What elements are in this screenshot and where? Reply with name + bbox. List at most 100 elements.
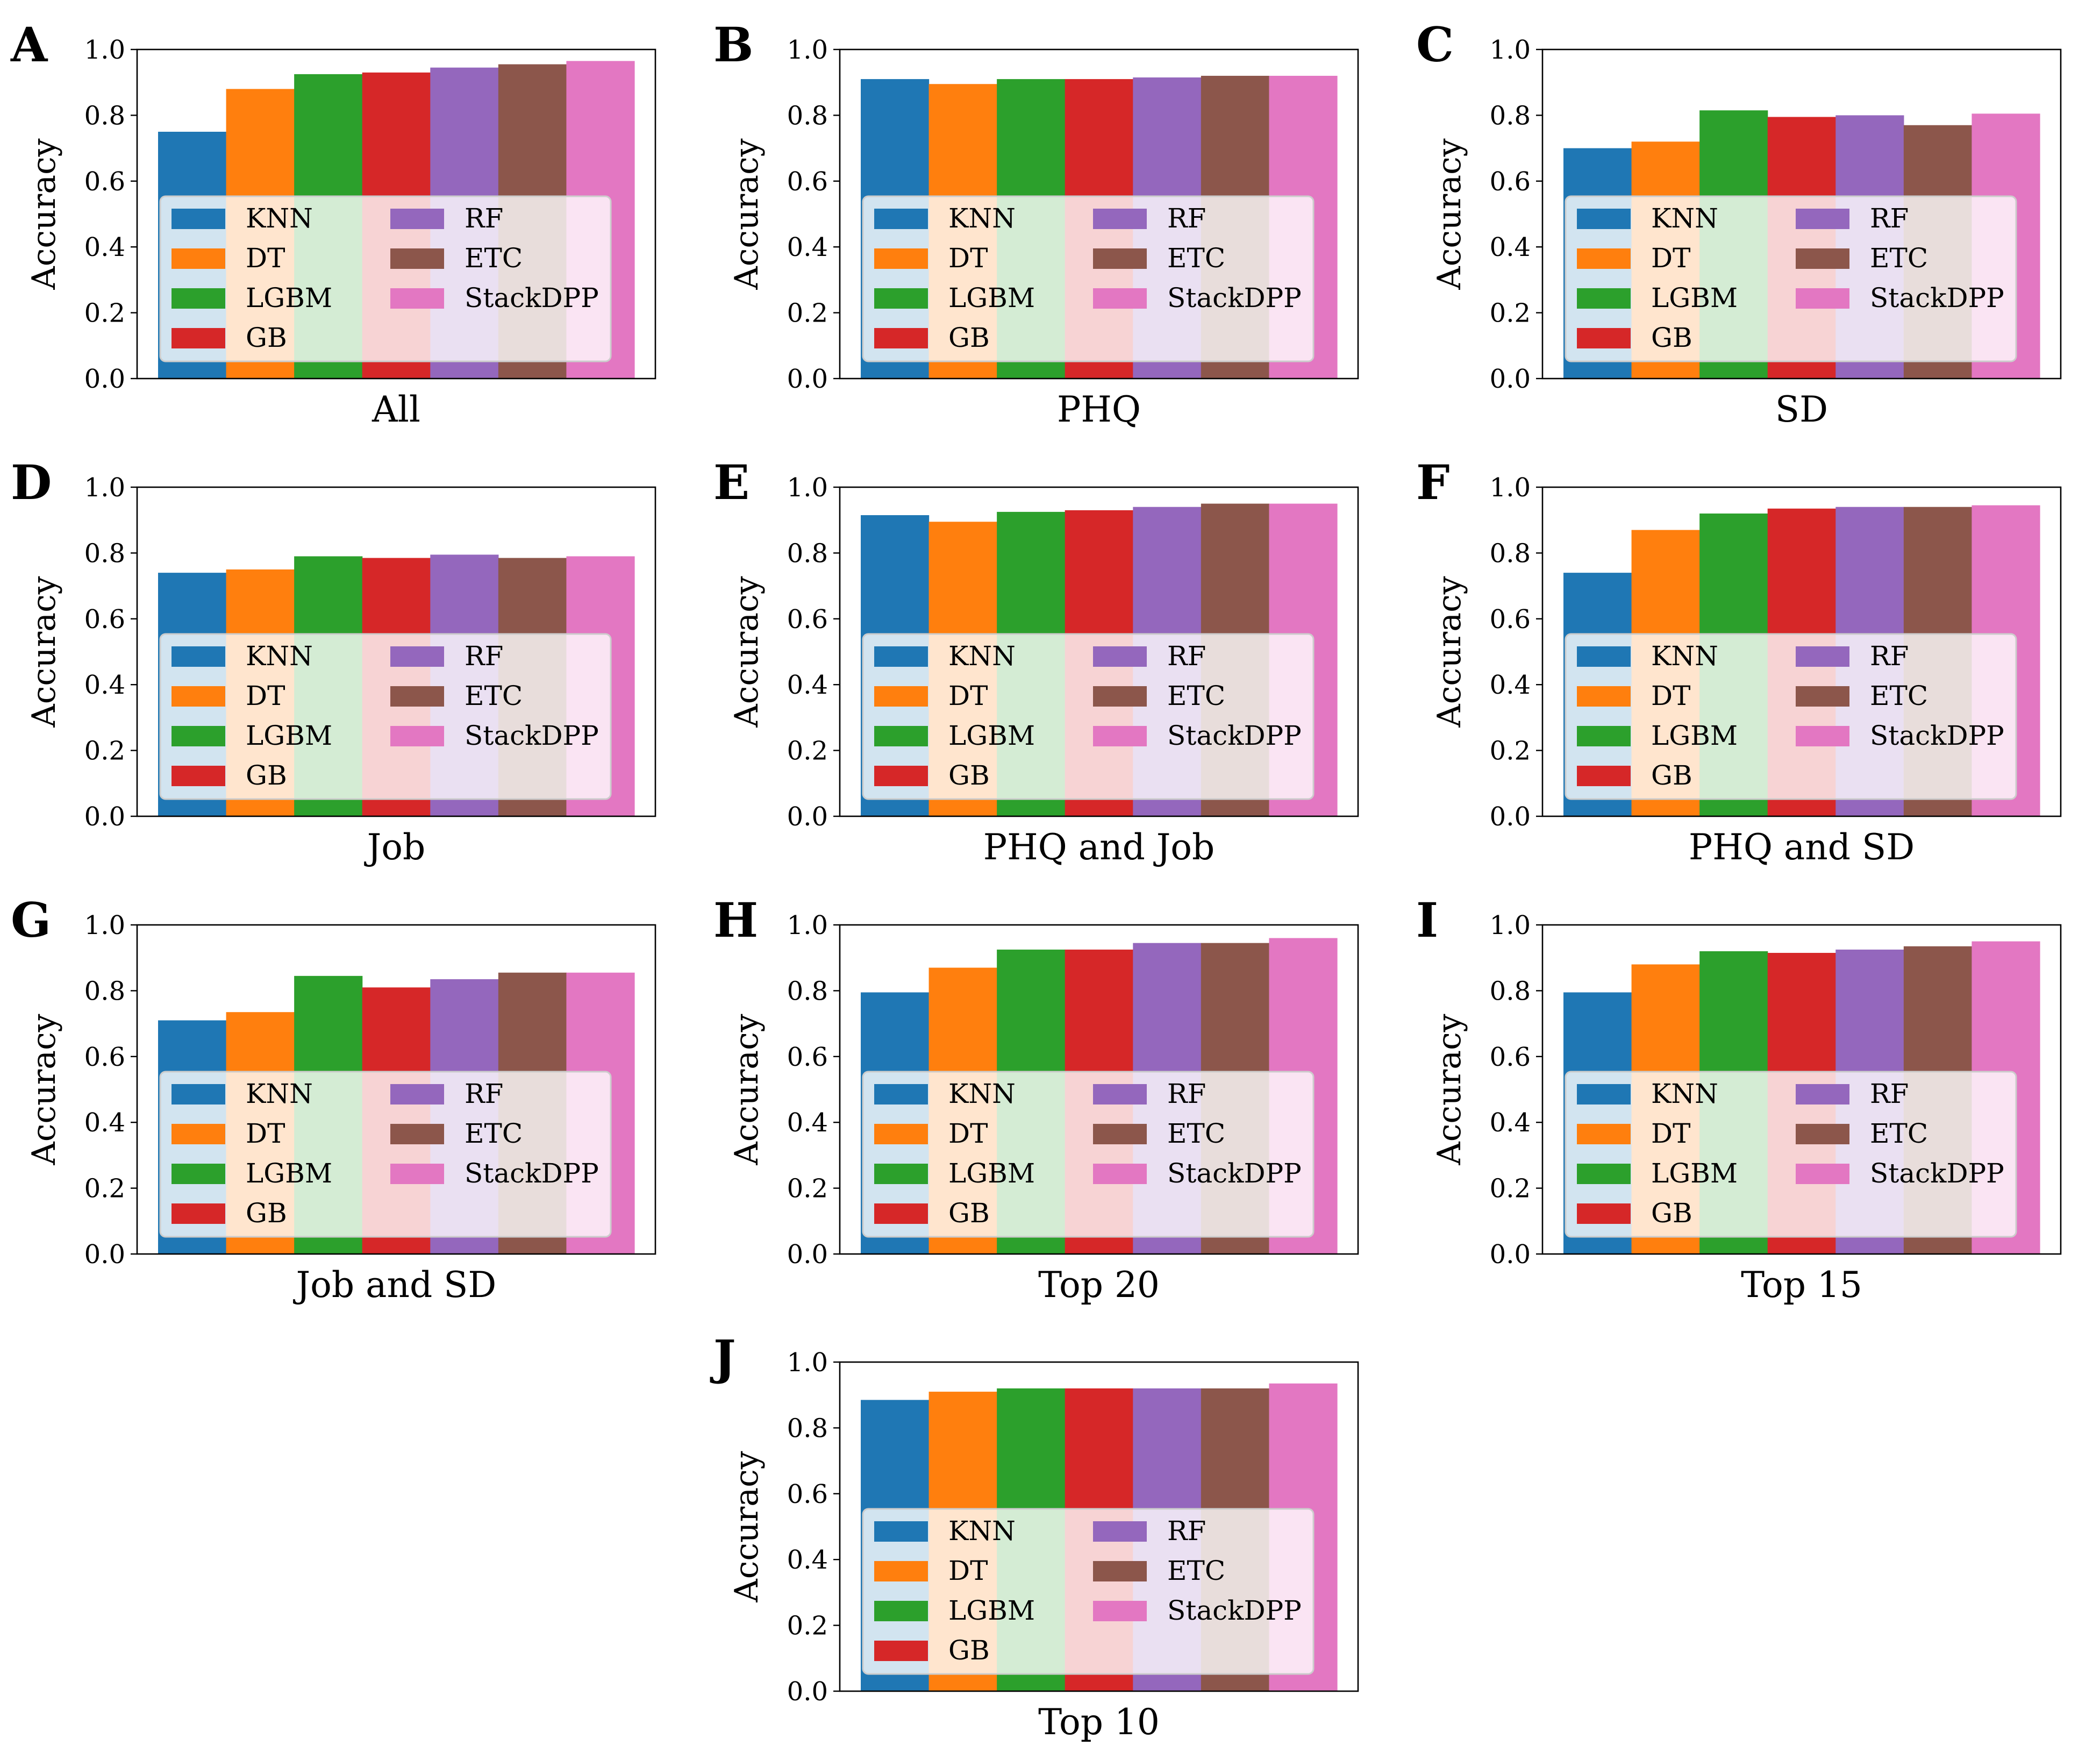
legend: KNN DT LGBM GB RF ETC StackDPP xyxy=(159,633,612,800)
legend-swatch-dt xyxy=(172,1124,225,1144)
y-tick-label: 0.6 xyxy=(787,1042,828,1072)
x-axis-label: Job and SD xyxy=(293,1264,497,1306)
axes-frame xyxy=(839,486,1359,817)
y-tick-label: 0.4 xyxy=(787,1108,828,1138)
legend-swatch-etc xyxy=(1796,1124,1849,1144)
legend-label-lgbm: LGBM xyxy=(246,282,332,313)
legend-label-etc: ETC xyxy=(1167,680,1225,711)
y-tick-label: 0.8 xyxy=(84,538,125,568)
panel-b: B 0.0 0.2 0.4 0.6 0.8 1.0 KNN DT LGBM GB RF ETC Stack… xyxy=(713,17,1359,430)
y-tick-label: 0.6 xyxy=(1490,1042,1531,1072)
y-axis-label: Accuracy xyxy=(728,1014,766,1165)
legend-label-knn: KNN xyxy=(1651,1078,1718,1109)
legend-label-etc: ETC xyxy=(1167,1118,1225,1149)
y-tick-label: 0.4 xyxy=(787,232,828,262)
legend-label-dt: DT xyxy=(1651,243,1690,274)
legend-swatch-etc xyxy=(390,248,444,269)
legend-label-stackdpp: StackDPP xyxy=(465,1158,599,1189)
legend-swatch-gb xyxy=(172,328,225,348)
legend-box xyxy=(159,195,612,362)
panel-g: G 0.0 0.2 0.4 0.6 0.8 1.0 KNN DT LGBM GB RF ETC Stack… xyxy=(11,892,656,1306)
legend-swatch-stackdpp xyxy=(1093,288,1147,309)
axes-frame xyxy=(136,486,656,817)
legend: KNN DT LGBM GB RF ETC StackDPP xyxy=(1565,195,2017,362)
y-tick-label: 0.8 xyxy=(787,1413,828,1443)
panel-letter: C xyxy=(1416,17,1454,73)
legend-swatch-dt xyxy=(1577,1124,1631,1144)
y-tick-label: 0.4 xyxy=(787,1545,828,1575)
legend-label-lgbm: LGBM xyxy=(948,720,1035,751)
legend: KNN DT LGBM GB RF ETC StackDPP xyxy=(159,1071,612,1238)
legend-label-lgbm: LGBM xyxy=(246,720,332,751)
legend-label-rf: RF xyxy=(1870,640,1909,672)
panel-letter: I xyxy=(1416,892,1438,948)
legend-swatch-knn xyxy=(172,1084,225,1105)
legend-swatch-rf xyxy=(390,209,444,229)
legend-label-rf: RF xyxy=(1167,203,1206,234)
legend-swatch-knn xyxy=(1577,209,1631,229)
legend-box xyxy=(1565,195,2017,362)
panel-letter: B xyxy=(713,17,753,73)
legend-swatch-stackdpp xyxy=(390,1164,444,1184)
legend-label-stackdpp: StackDPP xyxy=(1870,1158,2004,1189)
legend-label-gb: GB xyxy=(1651,760,1692,791)
legend-label-rf: RF xyxy=(465,640,503,672)
legend-swatch-dt xyxy=(1577,686,1631,707)
panel-letter: G xyxy=(11,892,51,948)
y-tick-label: 0.4 xyxy=(84,1108,125,1138)
legend-box xyxy=(862,1071,1315,1238)
y-tick-label: 0.8 xyxy=(1490,101,1531,131)
legend-swatch-stackdpp xyxy=(1796,726,1849,746)
y-tick-label: 0.2 xyxy=(84,298,125,329)
legend-label-dt: DT xyxy=(246,243,285,274)
legend: KNN DT LGBM GB RF ETC StackDPP xyxy=(862,633,1315,800)
legend-swatch-rf xyxy=(1796,1084,1849,1105)
legend-swatch-lgbm xyxy=(172,1164,225,1184)
panel-c: C 0.0 0.2 0.4 0.6 0.8 1.0 KNN DT LGBM GB RF ETC Stack… xyxy=(1416,17,2062,430)
legend-swatch-knn xyxy=(1577,646,1631,667)
y-tick-label: 0.8 xyxy=(84,976,125,1006)
legend-label-dt: DT xyxy=(1651,1118,1690,1149)
legend: KNN DT LGBM GB RF ETC StackDPP xyxy=(862,1071,1315,1238)
legend-box xyxy=(1565,633,2017,800)
legend-swatch-gb xyxy=(874,328,928,348)
legend-swatch-lgbm xyxy=(172,288,225,309)
legend-swatch-etc xyxy=(1796,686,1849,707)
y-axis-label: Accuracy xyxy=(1431,576,1468,728)
legend-label-etc: ETC xyxy=(1167,243,1225,274)
legend-swatch-gb xyxy=(874,1641,928,1661)
legend-swatch-knn xyxy=(874,1084,928,1105)
y-axis-label: Accuracy xyxy=(728,138,766,290)
legend-label-knn: KNN xyxy=(1651,203,1718,234)
y-tick-label: 0.8 xyxy=(1490,538,1531,568)
legend-swatch-gb xyxy=(1577,1203,1631,1224)
panel-letter: J xyxy=(710,1329,736,1385)
legend-swatch-stackdpp xyxy=(1093,726,1147,746)
x-axis-label: Top 15 xyxy=(1741,1264,1862,1306)
y-tick-label: 0.8 xyxy=(1490,976,1531,1006)
legend-swatch-lgbm xyxy=(874,726,928,746)
y-tick-label: 0.8 xyxy=(787,976,828,1006)
y-axis-label: Accuracy xyxy=(728,1451,766,1602)
legend-label-etc: ETC xyxy=(1870,1118,1928,1149)
legend-swatch-lgbm xyxy=(874,288,928,309)
legend-swatch-gb xyxy=(874,766,928,786)
legend-label-rf: RF xyxy=(1167,640,1206,672)
legend-label-dt: DT xyxy=(1651,680,1690,711)
y-axis-label: Accuracy xyxy=(25,576,63,728)
axes-frame xyxy=(1541,48,2062,380)
y-axis-label: Accuracy xyxy=(728,576,766,728)
legend-label-gb: GB xyxy=(1651,1198,1692,1229)
legend-swatch-etc xyxy=(390,686,444,707)
legend-swatch-stackdpp xyxy=(1796,1164,1849,1184)
y-tick-label: 1.0 xyxy=(787,910,828,940)
legend-swatch-gb xyxy=(1577,766,1631,786)
legend-swatch-gb xyxy=(1577,328,1631,348)
legend-label-stackdpp: StackDPP xyxy=(465,282,599,313)
legend-label-lgbm: LGBM xyxy=(1651,1158,1738,1189)
y-tick-label: 0.0 xyxy=(787,802,828,832)
legend-label-dt: DT xyxy=(948,1118,988,1149)
axes-frame xyxy=(839,48,1359,380)
legend-swatch-rf xyxy=(1093,209,1147,229)
legend-label-dt: DT xyxy=(246,1118,285,1149)
